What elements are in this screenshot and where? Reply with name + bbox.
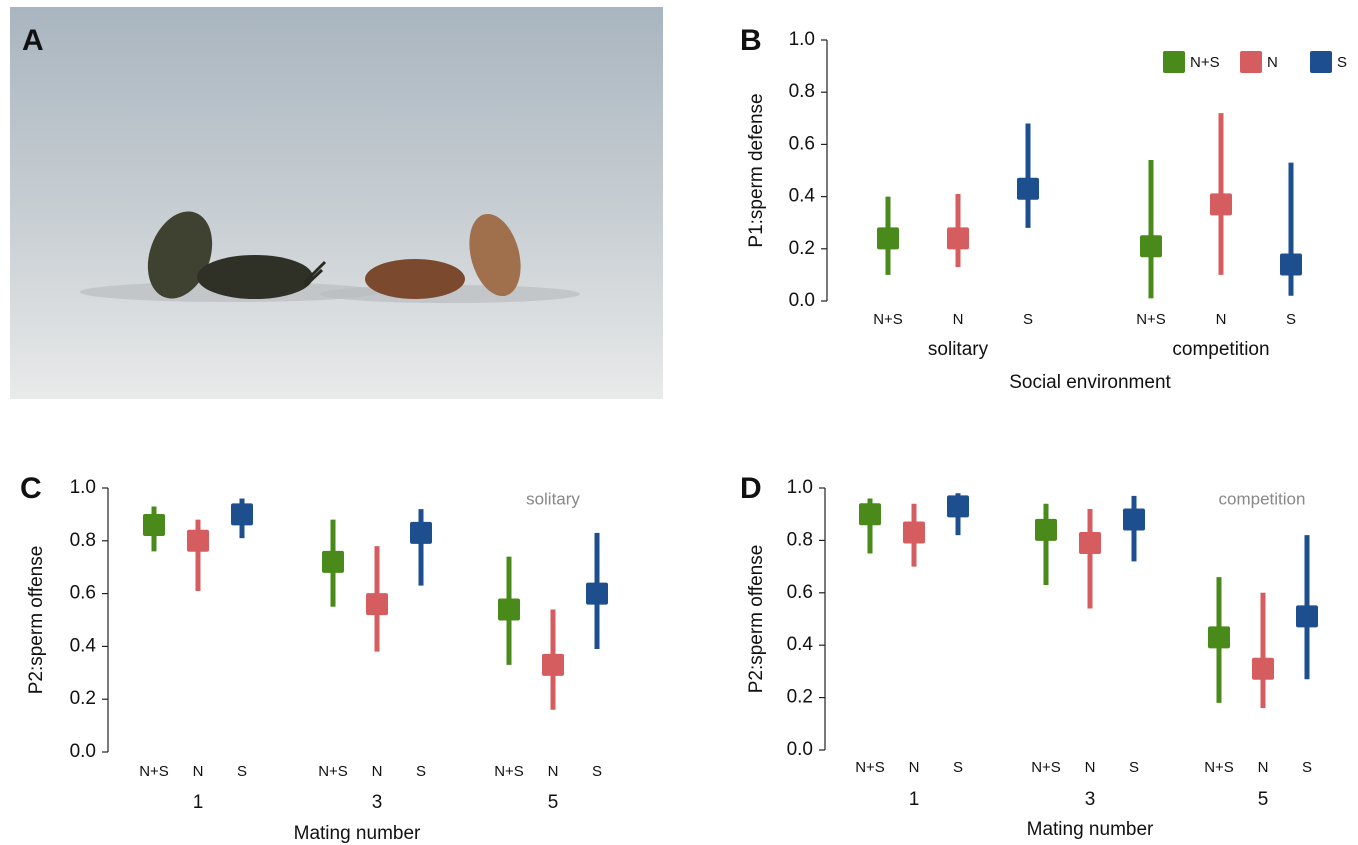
y-tick-label: 0.0 bbox=[789, 290, 815, 311]
y-tick-label: 0.8 bbox=[70, 530, 96, 551]
group-label: 3 bbox=[1085, 789, 1096, 810]
estimate bbox=[542, 653, 564, 676]
y-axis-label: P2:sperm offense bbox=[26, 546, 47, 695]
x-tick-label: S bbox=[1129, 759, 1139, 776]
y-tick-label: 0.2 bbox=[787, 687, 813, 708]
group-label: 5 bbox=[548, 792, 559, 813]
x-tick-label: S bbox=[1302, 759, 1312, 776]
x-tick-label: N bbox=[909, 759, 920, 776]
estimate bbox=[143, 513, 165, 536]
x-tick-label: S bbox=[1286, 311, 1296, 328]
group-label: 3 bbox=[372, 792, 383, 813]
panel-label: A bbox=[22, 24, 44, 57]
y-tick-label: 0.6 bbox=[70, 583, 96, 604]
x-axis-label: Mating number bbox=[1027, 819, 1154, 840]
y-tick-label: 1.0 bbox=[789, 29, 815, 50]
x-tick-label: N bbox=[1085, 759, 1096, 776]
estimate bbox=[231, 503, 253, 526]
panel-label: D bbox=[740, 472, 762, 505]
group-label: solitary bbox=[928, 339, 989, 360]
group-label: 5 bbox=[1258, 789, 1269, 810]
x-tick-label: N+S bbox=[494, 763, 524, 780]
y-tick-label: 0.8 bbox=[787, 529, 813, 550]
x-tick-label: N+S bbox=[1204, 759, 1234, 776]
y-axis-label: P1:sperm defense bbox=[746, 93, 767, 247]
x-tick-label: N bbox=[548, 763, 559, 780]
x-tick-label: S bbox=[237, 763, 247, 780]
estimate bbox=[877, 227, 899, 250]
x-tick-label: N+S bbox=[873, 311, 903, 328]
y-tick-label: 1.0 bbox=[787, 477, 813, 498]
estimate bbox=[1210, 193, 1232, 216]
x-axis-label: Mating number bbox=[294, 823, 421, 844]
y-tick-label: 0.6 bbox=[789, 133, 815, 154]
x-tick-label: N bbox=[1216, 311, 1227, 328]
x-tick-label: N bbox=[1258, 759, 1269, 776]
estimate bbox=[859, 503, 881, 526]
group-label: competition bbox=[1172, 339, 1269, 360]
x-tick-label: N+S bbox=[318, 763, 348, 780]
estimate bbox=[1280, 253, 1302, 276]
legend-label: S bbox=[1337, 54, 1347, 71]
estimate bbox=[322, 550, 344, 573]
x-tick-label: S bbox=[1023, 311, 1033, 328]
x-tick-label: N bbox=[953, 311, 964, 328]
estimate bbox=[903, 521, 925, 544]
group-label: 1 bbox=[193, 792, 204, 813]
y-tick-label: 1.0 bbox=[70, 477, 96, 498]
y-tick-label: 0.8 bbox=[789, 81, 815, 102]
estimate bbox=[1035, 518, 1057, 541]
panel-label: B bbox=[740, 24, 762, 57]
estimate bbox=[187, 529, 209, 552]
x-tick-label: N+S bbox=[1136, 311, 1166, 328]
legend-swatch bbox=[1163, 51, 1185, 73]
annotation: solitary bbox=[526, 489, 580, 508]
estimate bbox=[498, 598, 520, 621]
legend-label: N bbox=[1267, 54, 1278, 71]
annotation: competition bbox=[1219, 489, 1306, 508]
x-tick-label: N bbox=[372, 763, 383, 780]
estimate bbox=[1252, 657, 1274, 680]
y-tick-label: 0.2 bbox=[70, 688, 96, 709]
photo bbox=[10, 7, 663, 399]
x-tick-label: S bbox=[953, 759, 963, 776]
estimate bbox=[1296, 605, 1318, 628]
x-tick-label: N+S bbox=[139, 763, 169, 780]
legend-swatch bbox=[1240, 51, 1262, 73]
x-tick-label: S bbox=[416, 763, 426, 780]
estimate bbox=[1079, 532, 1101, 555]
y-tick-label: 0.0 bbox=[787, 739, 813, 760]
x-tick-label: N+S bbox=[1031, 759, 1061, 776]
y-tick-label: 0.4 bbox=[787, 634, 814, 655]
y-tick-label: 0.2 bbox=[789, 238, 815, 259]
x-tick-label: N bbox=[193, 763, 204, 780]
estimate bbox=[947, 227, 969, 250]
x-tick-label: N+S bbox=[855, 759, 885, 776]
estimate bbox=[1123, 508, 1145, 531]
estimate bbox=[947, 495, 969, 518]
group-label: 1 bbox=[909, 789, 920, 810]
estimate bbox=[1140, 235, 1162, 258]
y-tick-label: 0.4 bbox=[789, 186, 816, 207]
estimate bbox=[1017, 177, 1039, 200]
y-tick-label: 0.0 bbox=[70, 741, 96, 762]
estimate bbox=[366, 593, 388, 616]
estimate bbox=[410, 521, 432, 544]
x-tick-label: S bbox=[592, 763, 602, 780]
x-axis-label: Social environment bbox=[1009, 372, 1171, 393]
estimate bbox=[1208, 626, 1230, 649]
y-tick-label: 0.4 bbox=[70, 635, 97, 656]
legend-swatch bbox=[1310, 51, 1332, 73]
y-tick-label: 0.6 bbox=[787, 582, 813, 603]
legend-label: N+S bbox=[1190, 54, 1220, 71]
panel-label: C bbox=[20, 472, 42, 505]
estimate bbox=[586, 582, 608, 605]
y-axis-label: P2:sperm offense bbox=[746, 545, 767, 694]
